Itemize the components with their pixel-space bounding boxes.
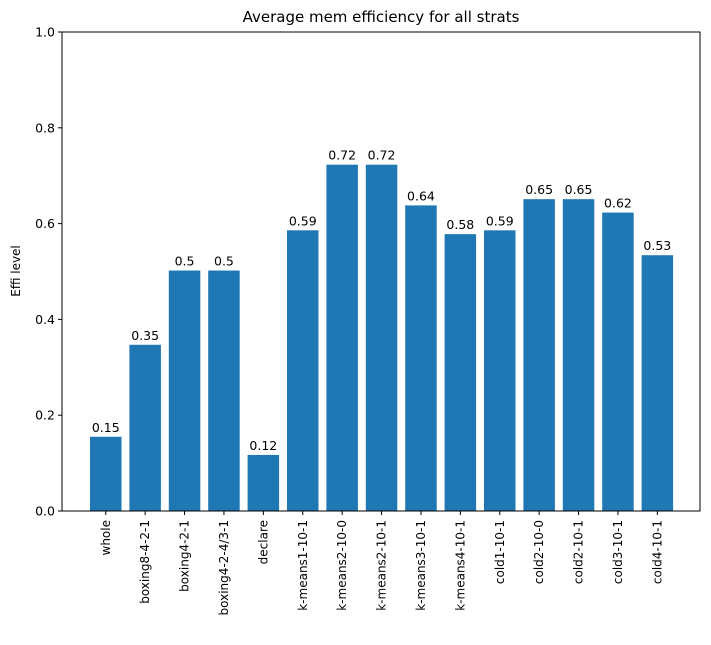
bar: [287, 230, 319, 511]
y-tick-label: 0.2: [35, 408, 55, 423]
x-tick-label: boxing4-2-1: [178, 520, 192, 592]
y-tick-label: 0.0: [35, 504, 55, 519]
y-tick-label: 0.4: [35, 312, 55, 327]
x-tick-label: k-means2-10-1: [375, 520, 389, 611]
bar: [208, 270, 240, 511]
data-label: 0.65: [565, 182, 593, 197]
bar: [326, 164, 358, 511]
x-tick-label: k-means3-10-1: [414, 520, 428, 611]
bar: [641, 255, 674, 511]
data-label: 0.72: [328, 148, 356, 163]
x-tick-label: cold1-10-1: [493, 520, 507, 584]
y-axis-label: Effi level: [9, 245, 23, 297]
bar: [562, 199, 595, 512]
data-label: 0.35: [131, 328, 159, 343]
plot-area: 0.15 whole 0.35 boxing8-4-2-1 0.5 boxing4-2-1…: [35, 25, 701, 615]
bar: [444, 234, 477, 511]
bar: [365, 164, 398, 511]
data-label: 0.15: [92, 420, 120, 435]
x-tick-label: k-means2-10-0: [335, 520, 349, 611]
data-label: 0.12: [249, 438, 277, 453]
data-label: 0.65: [525, 182, 553, 197]
x-tick-label: boxing4-2-4/3-1: [217, 520, 231, 615]
x-tick-label: cold4-10-1: [650, 520, 664, 584]
x-tick-label: declare: [256, 520, 270, 564]
data-label: 0.59: [486, 213, 514, 228]
data-label: 0.72: [368, 148, 396, 163]
bar: [602, 212, 634, 511]
bar: [168, 270, 201, 511]
data-label: 0.5: [214, 254, 234, 269]
data-label: 0.53: [643, 238, 671, 253]
data-label: 0.62: [604, 196, 632, 211]
y-tick-label: 0.6: [35, 216, 55, 231]
x-tick-label: cold3-10-1: [611, 520, 625, 584]
axes-frame: [61, 31, 701, 512]
x-tick-label: whole: [99, 520, 113, 555]
y-tick-label: 0.8: [35, 120, 55, 135]
data-label: 0.58: [446, 217, 474, 232]
bar: [484, 230, 516, 511]
x-tick-label: cold2-10-0: [532, 520, 546, 584]
x-tick-label: cold2-10-1: [572, 520, 586, 584]
x-tick-label: k-means4-10-1: [453, 520, 467, 611]
data-label: 0.59: [289, 213, 317, 228]
y-tick-label: 1.0: [35, 25, 55, 40]
bar: [247, 454, 280, 511]
x-tick-label: boxing8-4-2-1: [138, 520, 152, 604]
bar: [523, 199, 555, 512]
data-label: 0.5: [175, 254, 195, 269]
data-label: 0.64: [407, 188, 435, 203]
bar: [405, 205, 437, 511]
chart-title: Average mem efficiency for all strats: [243, 8, 520, 26]
bar: [90, 436, 122, 511]
bar: [129, 344, 161, 511]
x-tick-label: k-means1-10-1: [296, 520, 310, 611]
